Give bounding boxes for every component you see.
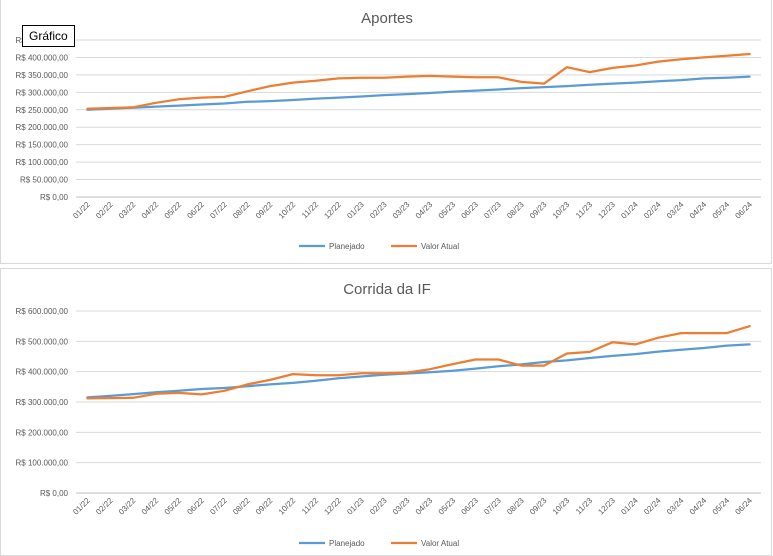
- y-tick-label: R$ 250.000,00: [16, 106, 69, 115]
- y-tick-label: R$ 400.000,00: [16, 53, 69, 62]
- x-tick-label: 03/24: [665, 200, 686, 221]
- x-tick-label: 08/22: [231, 200, 252, 221]
- x-tick-label: 04/24: [688, 496, 709, 517]
- x-tick-label: 01/22: [71, 496, 92, 517]
- x-tick-label: 10/23: [551, 496, 572, 517]
- x-tick-label: 06/23: [459, 496, 480, 517]
- x-tick-label: 05/24: [711, 200, 732, 221]
- y-tick-label: R$ 200.000,00: [16, 428, 69, 437]
- legend-label: Planejado: [329, 539, 365, 548]
- legend-label: Planejado: [329, 242, 365, 251]
- x-tick-label: 03/23: [391, 496, 412, 517]
- x-tick-label: 01/23: [345, 200, 366, 221]
- x-tick-label: 02/24: [642, 496, 663, 517]
- x-tick-label: 08/22: [231, 496, 252, 517]
- x-tick-label: 05/22: [163, 496, 184, 517]
- y-tick-label: R$ 300.000,00: [16, 88, 69, 97]
- x-tick-label: 03/24: [665, 496, 686, 517]
- x-tick-label: 02/24: [642, 200, 663, 221]
- y-tick-label: R$ 100.000,00: [16, 459, 69, 468]
- chart-corrida-da-if: Corrida da IF R$ 0,00 R$ 100.000,00 R$ 200.…: [16, 281, 761, 548]
- y-tick-label: R$ 50.000,00: [20, 176, 69, 185]
- x-tick-label: 01/23: [345, 496, 366, 517]
- x-tick-label: 12/22: [322, 496, 343, 517]
- x-tick-label: 10/23: [551, 200, 572, 221]
- y-tick-label: R$ 0,00: [40, 193, 69, 202]
- x-tick-label: 02/23: [368, 496, 389, 517]
- series-line-planejado: [86, 343, 751, 399]
- chart-title: Corrida da IF: [343, 281, 431, 298]
- y-tick-label: R$ 100.000,00: [16, 158, 69, 167]
- x-tick-label: 07/22: [208, 496, 229, 517]
- x-tick-label: 07/22: [208, 200, 229, 221]
- y-tick-label: R$ 350.000,00: [16, 71, 69, 80]
- x-tick-label: 02/23: [368, 200, 389, 221]
- chart-panel-corrida-da-if[interactable]: Corrida da IF R$ 0,00 R$ 100.000,00 R$ 200.…: [0, 268, 772, 556]
- x-tick-label: 06/24: [733, 200, 754, 221]
- x-tick-label: 07/23: [482, 200, 503, 221]
- y-tick-label: R$ 150.000,00: [16, 141, 69, 150]
- x-tick-label: 08/23: [505, 200, 526, 221]
- legend-label: Valor Atual: [421, 242, 459, 251]
- y-tick-label: R$ 300.000,00: [16, 398, 69, 407]
- y-tick-label: R$ 200.000,00: [16, 123, 69, 132]
- x-tick-label: 01/24: [619, 496, 640, 517]
- x-tick-label: 06/24: [733, 496, 754, 517]
- x-tick-label: 05/23: [437, 496, 458, 517]
- chart-label-tab[interactable]: Gráfico: [22, 25, 75, 47]
- x-tick-label: 09/23: [528, 200, 549, 221]
- x-tick-label: 11/22: [300, 200, 320, 220]
- x-tick-label: 04/22: [140, 496, 161, 517]
- x-tick-label: 06/23: [459, 200, 480, 221]
- series-line-planejado: [86, 75, 751, 111]
- x-tick-label: 03/22: [117, 496, 138, 517]
- x-tick-label: 10/22: [277, 200, 298, 221]
- chart-aportes: Aportes R$ 0,00 R$ 50.000,00 R$ 100.000,00 R…: [16, 10, 761, 251]
- x-tick-label: 03/23: [391, 200, 412, 221]
- x-tick-label: 11/23: [574, 496, 594, 516]
- x-tick-label: 09/22: [254, 200, 275, 221]
- y-tick-label: R$ 400.000,00: [16, 368, 69, 377]
- x-tick-label: 05/23: [437, 200, 458, 221]
- y-tick-label: R$ 600.000,00: [16, 307, 69, 316]
- x-tick-label: 09/23: [528, 496, 549, 517]
- x-tick-label: 10/22: [277, 496, 298, 517]
- x-tick-label: 09/22: [254, 496, 275, 517]
- x-tick-label: 01/22: [71, 200, 92, 221]
- x-tick-label: 05/22: [163, 200, 184, 221]
- x-tick-label: 07/23: [482, 496, 503, 517]
- x-tick-label: 02/22: [94, 496, 115, 517]
- x-tick-label: 12/23: [596, 496, 617, 517]
- x-tick-label: 03/22: [117, 200, 138, 221]
- series-line-valor-atual: [86, 325, 751, 400]
- x-tick-label: 06/22: [185, 200, 206, 221]
- legend-label: Valor Atual: [421, 539, 459, 548]
- x-tick-label: 04/23: [414, 200, 435, 221]
- x-tick-label: 11/23: [574, 200, 594, 220]
- x-tick-label: 04/23: [414, 496, 435, 517]
- x-tick-label: 06/22: [185, 496, 206, 517]
- x-tick-label: 11/22: [300, 496, 320, 516]
- x-tick-label: 08/23: [505, 496, 526, 517]
- y-tick-label: R$ 0,00: [40, 489, 69, 498]
- x-tick-label: 04/24: [688, 200, 709, 221]
- chart-panel-aportes[interactable]: Aportes R$ 0,00 R$ 50.000,00 R$ 100.000,00 R…: [0, 0, 772, 264]
- x-tick-label: 12/22: [322, 200, 343, 221]
- chart-title: Aportes: [361, 10, 413, 27]
- y-tick-label: R$ 500.000,00: [16, 337, 69, 346]
- series-line-valor-atual: [86, 52, 751, 110]
- x-tick-label: 12/23: [596, 200, 617, 221]
- x-tick-label: 02/22: [94, 200, 115, 221]
- x-tick-label: 05/24: [711, 496, 732, 517]
- x-tick-label: 04/22: [140, 200, 161, 221]
- x-tick-label: 01/24: [619, 200, 640, 221]
